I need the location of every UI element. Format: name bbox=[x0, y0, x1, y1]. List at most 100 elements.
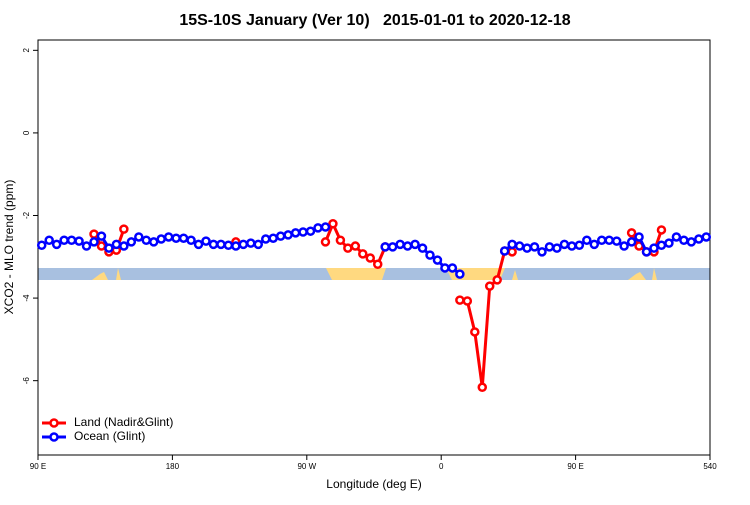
point bbox=[260, 234, 271, 244]
point bbox=[320, 237, 331, 247]
point bbox=[455, 295, 465, 305]
legend-marker bbox=[49, 418, 59, 428]
point bbox=[216, 239, 226, 250]
y-tick-label: -6 bbox=[22, 377, 31, 385]
legend-label: Land (Nadir&Glint) bbox=[74, 415, 173, 429]
point bbox=[335, 235, 346, 246]
point bbox=[671, 232, 682, 242]
point bbox=[402, 241, 413, 251]
y-tick-label: -4 bbox=[22, 294, 31, 302]
point bbox=[589, 239, 600, 250]
point bbox=[522, 243, 532, 253]
point bbox=[231, 241, 241, 251]
point bbox=[425, 250, 435, 260]
point bbox=[455, 269, 465, 279]
point bbox=[440, 263, 450, 273]
point bbox=[283, 230, 293, 240]
point bbox=[582, 235, 592, 246]
point bbox=[59, 235, 69, 246]
x-tick-label: 90 E bbox=[567, 462, 583, 471]
point bbox=[664, 238, 674, 248]
land-ocean-strip bbox=[38, 268, 710, 280]
point bbox=[559, 239, 570, 250]
point bbox=[290, 228, 301, 238]
land-patch bbox=[512, 270, 518, 280]
point bbox=[656, 225, 667, 235]
point bbox=[701, 232, 712, 242]
point bbox=[470, 327, 480, 337]
point bbox=[477, 382, 488, 393]
point bbox=[492, 275, 502, 285]
point bbox=[507, 239, 517, 250]
point bbox=[537, 247, 547, 257]
point bbox=[134, 232, 144, 242]
point bbox=[626, 237, 637, 247]
point bbox=[343, 243, 353, 253]
y-axis-label: XCO2 - MLO trend (ppm) bbox=[2, 180, 16, 315]
point bbox=[350, 241, 361, 251]
point bbox=[410, 239, 420, 250]
plot-area bbox=[36, 219, 712, 393]
x-tick-label: 540 bbox=[703, 462, 717, 471]
point bbox=[141, 235, 152, 246]
point bbox=[104, 243, 114, 253]
point bbox=[380, 242, 390, 252]
point bbox=[432, 255, 443, 265]
legend-label: Ocean (Glint) bbox=[74, 429, 145, 443]
point bbox=[51, 239, 62, 250]
y-tick-label: -2 bbox=[22, 211, 31, 219]
chart-title: 15S-10S January (Ver 10) 2015-01-01 to 2… bbox=[179, 12, 570, 29]
point bbox=[649, 243, 659, 253]
point bbox=[208, 239, 219, 250]
point bbox=[395, 239, 405, 250]
point bbox=[447, 263, 458, 273]
point bbox=[604, 235, 614, 246]
point bbox=[89, 229, 99, 239]
point bbox=[462, 296, 473, 306]
point bbox=[552, 243, 562, 253]
point bbox=[499, 246, 510, 256]
point bbox=[626, 228, 637, 238]
point bbox=[238, 239, 249, 250]
point bbox=[514, 241, 525, 251]
x-tick-label: 180 bbox=[166, 462, 180, 471]
x-tick-label: 90 W bbox=[297, 462, 316, 471]
point bbox=[686, 237, 697, 247]
point bbox=[66, 235, 77, 246]
point bbox=[328, 219, 338, 229]
point bbox=[119, 241, 129, 251]
legend-marker bbox=[49, 432, 59, 442]
point bbox=[163, 232, 174, 242]
point bbox=[641, 247, 652, 257]
point bbox=[74, 236, 84, 246]
land-patch bbox=[92, 272, 108, 280]
x-tick-label: 0 bbox=[439, 462, 444, 471]
y-tick-label: 0 bbox=[22, 130, 31, 135]
point bbox=[305, 226, 316, 236]
point bbox=[567, 241, 577, 251]
point bbox=[656, 240, 667, 250]
point bbox=[634, 232, 644, 242]
land-patch bbox=[628, 272, 646, 280]
point bbox=[275, 231, 286, 241]
point bbox=[298, 227, 308, 237]
point bbox=[268, 233, 278, 243]
point bbox=[596, 235, 607, 246]
point bbox=[36, 240, 47, 250]
point bbox=[96, 231, 107, 241]
point bbox=[126, 237, 137, 247]
point bbox=[111, 239, 122, 250]
point bbox=[544, 242, 555, 252]
point bbox=[313, 223, 323, 233]
x-tick-label: 90 E bbox=[30, 462, 46, 471]
y-tick-label: 2 bbox=[22, 48, 31, 53]
land-patch bbox=[326, 268, 386, 280]
point bbox=[81, 241, 92, 251]
point bbox=[365, 253, 376, 263]
point bbox=[178, 233, 189, 243]
land-patch bbox=[116, 268, 121, 280]
point bbox=[171, 233, 181, 243]
point bbox=[387, 242, 398, 252]
point bbox=[89, 237, 99, 247]
